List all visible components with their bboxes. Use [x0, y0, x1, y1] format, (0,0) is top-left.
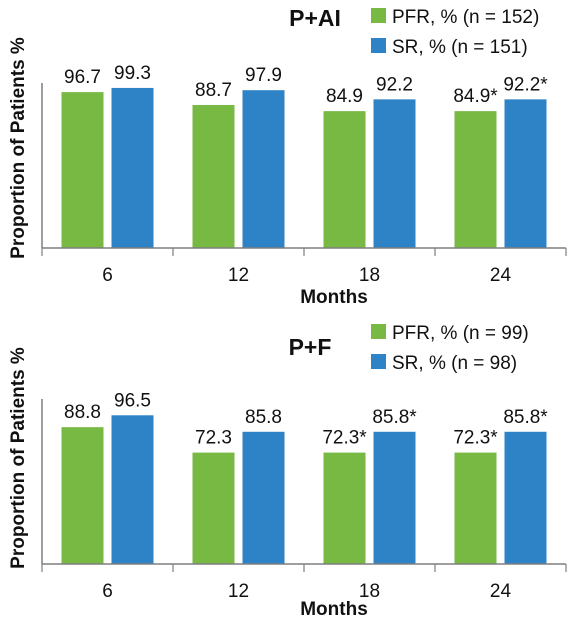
bar-value-label: 96.7 [64, 67, 101, 88]
bar [111, 415, 154, 564]
legend-swatch [371, 38, 386, 53]
bar [61, 427, 104, 564]
bar-value-label: 92.2* [503, 74, 548, 95]
bar [192, 105, 235, 249]
bar-value-label: 97.9 [245, 65, 282, 86]
bar [504, 431, 547, 564]
bar [323, 452, 366, 564]
x-tick-label: 18 [359, 265, 380, 286]
bar-value-label: 72.3 [195, 428, 232, 449]
bar [504, 99, 547, 248]
legend-label: PFR, % (n = 99) [392, 323, 529, 344]
bar [454, 452, 497, 564]
bar-value-label: 85.8 [245, 407, 282, 428]
bar [242, 90, 285, 248]
legend-label: SR, % (n = 98) [392, 353, 517, 374]
legend-label: PFR, % (n = 152) [392, 7, 539, 28]
x-tick-label: 6 [102, 265, 113, 286]
x-axis-label: Months [300, 287, 368, 308]
bar-value-label: 85.8* [372, 407, 417, 428]
bar-value-label: 88.7 [195, 80, 232, 101]
bar-value-label: 88.8 [64, 402, 101, 423]
bar-value-label: 96.5 [114, 390, 151, 411]
bar [323, 111, 366, 248]
bar-value-label: 84.9 [326, 86, 363, 107]
chart-title: P+AI [289, 5, 341, 31]
x-tick-label: 24 [490, 265, 512, 286]
bar-value-label: 72.3* [453, 428, 498, 449]
bar-value-label: 99.3 [114, 63, 151, 84]
legend-label: SR, % (n = 151) [392, 37, 528, 58]
x-tick-label: 12 [228, 265, 249, 286]
bar-value-label: 92.2 [376, 74, 413, 95]
x-axis-label: Months [300, 599, 368, 620]
bar [111, 87, 154, 248]
bar [242, 431, 285, 564]
x-tick-label: 12 [228, 581, 249, 602]
x-tick-label: 24 [490, 581, 512, 602]
x-tick-label: 18 [359, 581, 380, 602]
bar-value-label: 85.8* [503, 407, 548, 428]
bar-value-label: 72.3* [322, 428, 367, 449]
bar [192, 452, 235, 564]
bar [373, 431, 416, 564]
legend-swatch [371, 324, 386, 339]
bar-value-label: 84.9* [453, 86, 498, 107]
chart-title: P+F [289, 334, 332, 360]
legend-swatch [371, 354, 386, 369]
bar [454, 111, 497, 248]
bar [61, 92, 104, 248]
y-axis-label: Proportion of Patients % [8, 347, 29, 569]
y-axis-label: Proportion of Patients % [8, 37, 29, 259]
x-tick-label: 6 [102, 581, 113, 602]
bar [373, 99, 416, 248]
legend-swatch [371, 8, 386, 23]
